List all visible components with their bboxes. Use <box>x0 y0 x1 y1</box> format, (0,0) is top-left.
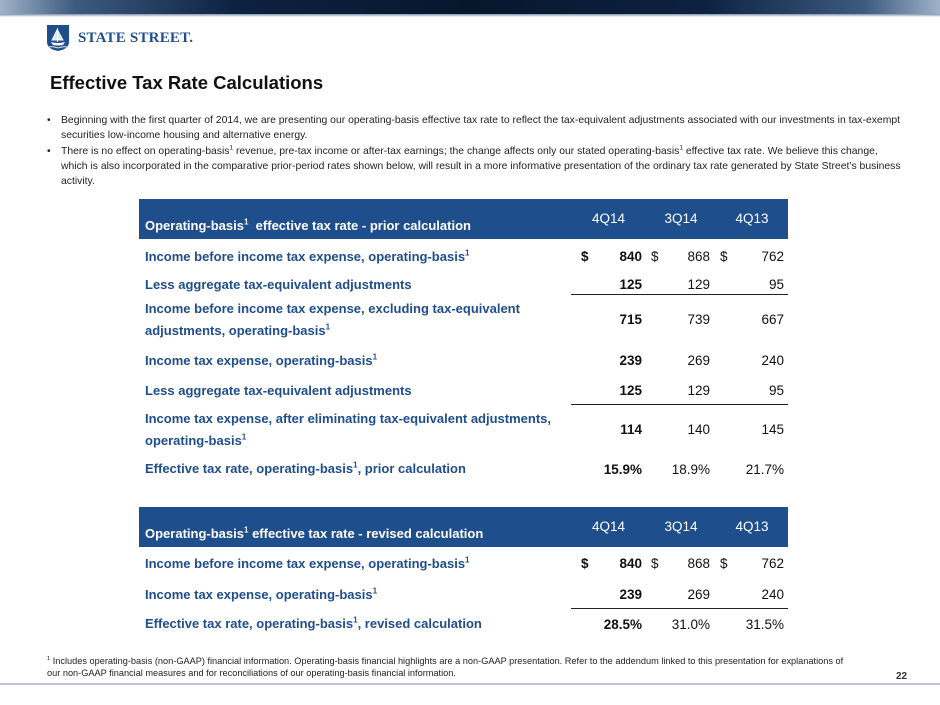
value-4q14: 125 <box>571 274 646 295</box>
table-header: Operating-basis1 effective tax rate - pr… <box>139 199 788 239</box>
bullet-marker: • <box>47 146 51 157</box>
footer-divider <box>0 683 940 685</box>
brand-logo: STATE STREET. <box>46 24 193 52</box>
row-label: Effective tax rate, operating-basis1, re… <box>145 615 482 631</box>
value-4q13: 145 <box>761 422 784 437</box>
column-header-3q14: 3Q14 <box>664 211 698 226</box>
table-row: Income tax expense, after eliminating ta… <box>139 405 788 454</box>
value-4q13: 240 <box>761 353 784 368</box>
bullet-text: There is no effect on operating-basis1 r… <box>61 144 901 187</box>
column-header-4q14: 4Q14 <box>591 519 626 534</box>
value-4q14: 114 <box>620 422 642 437</box>
value-4q13: $762 <box>720 556 784 571</box>
table-header-label: Operating-basis1 effective tax rate - re… <box>145 525 484 541</box>
row-label: Income before income tax expense, operat… <box>145 555 470 571</box>
footnote: 1 Includes operating-basis (non-GAAP) fi… <box>47 655 844 678</box>
value-3q14: $868 <box>651 249 710 264</box>
page-title: Effective Tax Rate Calculations <box>50 72 324 93</box>
bullet-item: • There is no effect on operating-basis1… <box>47 144 907 189</box>
prior-calculation-table: Operating-basis1 effective tax rate - pr… <box>139 199 788 484</box>
value-4q13: $762 <box>720 249 784 264</box>
value-4q14: $840 <box>581 249 642 264</box>
ship-logo-icon <box>47 25 69 51</box>
value-3q14: 18.9% <box>671 461 710 477</box>
row-label: Income before income tax expense, exclud… <box>145 300 520 338</box>
table-header-label: Operating-basis1 effective tax rate - pr… <box>145 217 471 233</box>
table-row: Income before income tax expense, operat… <box>139 239 788 274</box>
value-3q14: 269 <box>646 580 716 609</box>
value-4q13: 31.5% <box>745 616 784 632</box>
value-4q14: 125 <box>571 377 646 405</box>
value-4q14: 28.5% <box>603 616 642 632</box>
table-row: Income tax expense, operating-basis1 239… <box>139 580 788 609</box>
column-header-4q14: 4Q14 <box>591 211 626 226</box>
intro-bullets: • Beginning with the first quarter of 20… <box>47 113 907 190</box>
value-3q14: 140 <box>687 422 710 437</box>
page-number: 22 <box>896 671 908 682</box>
row-label: Income tax expense, operating-basis1 <box>145 352 378 368</box>
revised-calculation-table: Operating-basis1 effective tax rate - re… <box>139 507 788 639</box>
value-4q13: 21.7% <box>745 461 784 477</box>
table-row: Effective tax rate, operating-basis1, pr… <box>139 454 788 484</box>
table-row: Effective tax rate, operating-basis1, re… <box>139 609 788 639</box>
table-row: Income before income tax expense, operat… <box>139 547 788 580</box>
value-3q14: 129 <box>646 377 716 405</box>
table-row: Income tax expense, operating-basis1 239… <box>139 344 788 377</box>
column-header-4q13: 4Q13 <box>735 211 769 226</box>
value-3q14: $868 <box>651 556 710 571</box>
value-3q14: 129 <box>646 274 716 295</box>
value-4q14: $840 <box>581 556 642 571</box>
bullet-marker: • <box>47 115 51 126</box>
table-row: Less aggregate tax-equivalent adjustment… <box>139 274 788 295</box>
value-3q14: 739 <box>687 312 710 327</box>
brand-name: STATE STREET. <box>78 29 194 46</box>
row-label: Less aggregate tax-equivalent adjustment… <box>145 383 412 398</box>
top-banner-shadow <box>0 14 940 17</box>
bullet-item: • Beginning with the first quarter of 20… <box>47 113 907 143</box>
top-banner <box>0 0 940 14</box>
value-4q13: 95 <box>716 274 788 295</box>
value-3q14: 31.0% <box>671 616 710 632</box>
value-4q14: 239 <box>571 580 646 609</box>
value-4q13: 95 <box>716 377 788 405</box>
row-label: Income tax expense, after eliminating ta… <box>145 410 552 448</box>
column-header-4q13: 4Q13 <box>735 519 769 534</box>
value-4q13: 240 <box>716 580 788 609</box>
table-row: Income before income tax expense, exclud… <box>139 295 788 344</box>
table-header: Operating-basis1 effective tax rate - re… <box>139 507 788 547</box>
table-row: Less aggregate tax-equivalent adjustment… <box>139 377 788 405</box>
bullet-text: Beginning with the first quarter of 2014… <box>61 115 901 141</box>
column-header-3q14: 3Q14 <box>664 519 698 534</box>
value-4q14: 239 <box>619 353 642 368</box>
row-label: Income tax expense, operating-basis1 <box>145 586 378 602</box>
row-label: Income before income tax expense, operat… <box>145 248 470 264</box>
value-4q14: 715 <box>619 312 642 327</box>
value-3q14: 269 <box>687 353 710 368</box>
value-4q13: 667 <box>761 312 784 327</box>
row-label: Less aggregate tax-equivalent adjustment… <box>145 276 412 292</box>
row-label: Effective tax rate, operating-basis1, pr… <box>145 460 466 476</box>
value-4q14: 15.9% <box>603 461 642 477</box>
